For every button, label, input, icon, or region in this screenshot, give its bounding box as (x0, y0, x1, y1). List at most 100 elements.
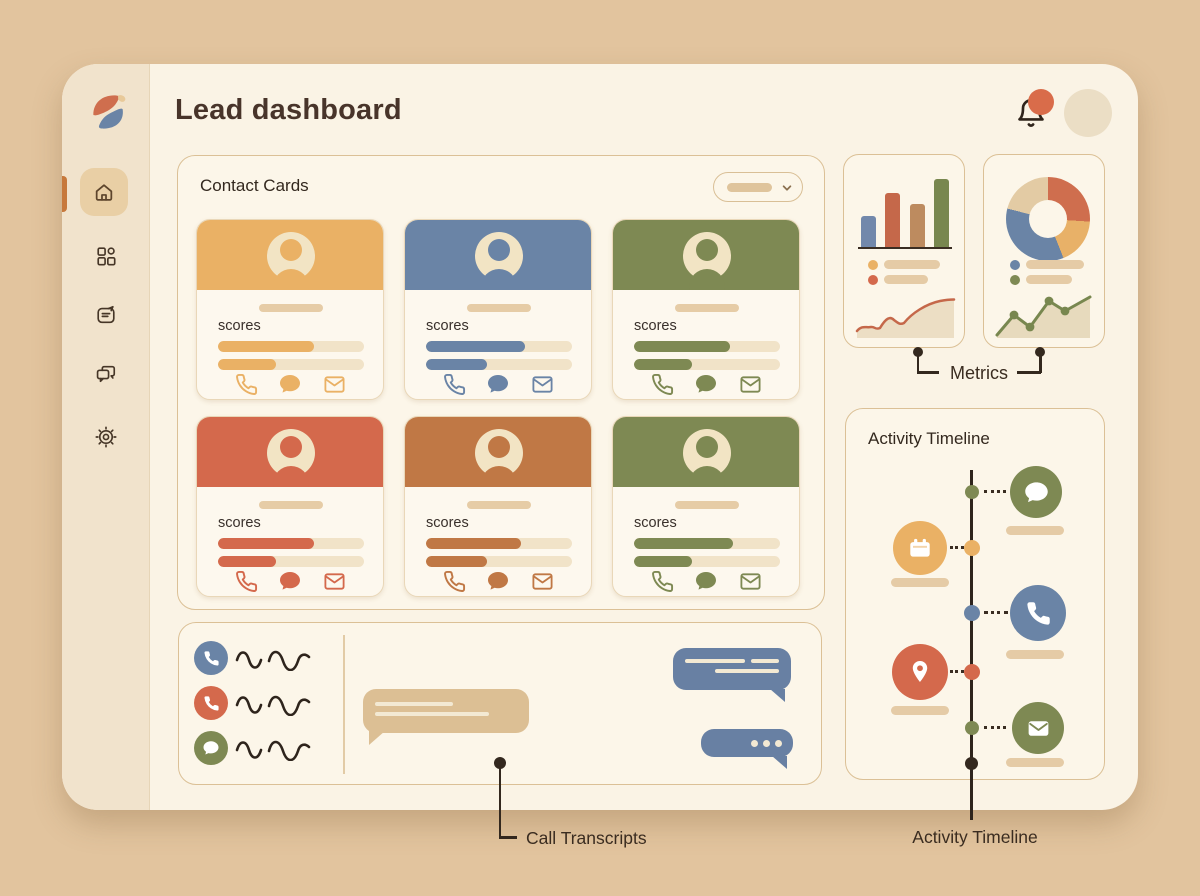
line-chart-dots (992, 291, 1098, 348)
phone-icon[interactable] (234, 569, 258, 593)
timeline-connector (984, 726, 1006, 729)
call-transcripts-panel (178, 622, 822, 785)
annotation-line (498, 763, 501, 838)
legend-dot (1010, 260, 1020, 270)
mail-icon[interactable] (1012, 702, 1064, 754)
sidebar-item-home[interactable] (80, 168, 128, 216)
contact-card[interactable]: scores (196, 219, 384, 400)
contact-card[interactable]: scores (196, 416, 384, 597)
timeline-line (970, 470, 973, 820)
scores-label: scores (426, 318, 469, 334)
score-bar (634, 538, 780, 549)
phone-icon[interactable] (234, 372, 258, 396)
scores-label: scores (634, 515, 677, 531)
chat-icon[interactable] (694, 569, 718, 593)
scores-label: scores (218, 515, 261, 531)
user-avatar[interactable] (1064, 89, 1112, 137)
mail-icon[interactable] (530, 569, 554, 593)
waveform-squiggle (235, 692, 323, 721)
donut-chart (1006, 177, 1090, 261)
chat-message-bubble (673, 648, 791, 702)
contact-card[interactable]: scores (612, 219, 800, 400)
chat-bubble-icon[interactable] (194, 731, 228, 765)
mail-icon[interactable] (530, 372, 554, 396)
timeline-node (965, 721, 979, 735)
legend-dot (1010, 275, 1020, 285)
phone-icon[interactable] (650, 372, 674, 396)
contact-card[interactable]: scores (404, 219, 592, 400)
metrics-card-donut[interactable] (983, 154, 1105, 348)
filter-dropdown[interactable] (713, 172, 803, 202)
phone-icon[interactable] (1010, 585, 1066, 641)
phone-icon[interactable] (194, 641, 228, 675)
score-bar (634, 359, 780, 370)
card-header (405, 220, 591, 290)
event-placeholder (1006, 526, 1064, 535)
mail-icon[interactable] (738, 372, 762, 396)
event-placeholder (1006, 758, 1064, 767)
event-placeholder (1006, 650, 1064, 659)
sidebar-item-messages[interactable] (94, 362, 118, 386)
sidebar-item-notes[interactable] (94, 303, 118, 327)
annotation-line (916, 371, 939, 374)
scores-label: scores (426, 515, 469, 531)
timeline-connector (984, 611, 1008, 614)
timeline-node (965, 485, 979, 499)
score-bar (426, 556, 572, 567)
page-title: Lead dashboard (175, 94, 402, 126)
sidebar-item-dashboard[interactable] (94, 244, 118, 268)
contact-card[interactable]: scores (404, 416, 592, 597)
score-bar (634, 556, 780, 567)
call-transcripts-caption: Call Transcripts (526, 828, 647, 848)
card-header (405, 417, 591, 487)
chat-icon[interactable] (694, 372, 718, 396)
score-bar (426, 341, 572, 352)
chat-icon[interactable] (486, 569, 510, 593)
contact-cards-panel: Contact Cards scores (177, 155, 825, 610)
chat-bubble-icon[interactable] (1010, 466, 1062, 518)
metrics-card-bar[interactable] (843, 154, 965, 348)
name-placeholder (467, 304, 531, 312)
location-pin-icon[interactable] (892, 644, 948, 700)
timeline-node (964, 540, 980, 556)
sidebar-item-settings[interactable] (94, 425, 118, 449)
chat-icon[interactable] (278, 569, 302, 593)
name-placeholder (675, 501, 739, 509)
name-placeholder (259, 501, 323, 509)
chat-icon[interactable] (486, 372, 510, 396)
phone-icon[interactable] (650, 569, 674, 593)
timeline-node (964, 605, 980, 621)
phone-icon[interactable] (442, 372, 466, 396)
card-header (197, 220, 383, 290)
mail-icon[interactable] (738, 569, 762, 593)
mail-icon[interactable] (322, 569, 346, 593)
calendar-icon[interactable] (893, 521, 947, 575)
timeline-connector (950, 546, 964, 549)
dropdown-value-placeholder (727, 182, 772, 192)
card-header (613, 220, 799, 290)
legend-placeholder (1026, 260, 1084, 269)
divider (343, 635, 345, 774)
legend-placeholder (1026, 275, 1072, 284)
mail-icon[interactable] (322, 372, 346, 396)
legend-dot (868, 275, 878, 285)
score-bar (218, 359, 364, 370)
legend-placeholder (884, 260, 940, 269)
metrics-label: Metrics (950, 363, 1008, 383)
score-bar (218, 341, 364, 352)
typing-indicator-bubble (701, 729, 793, 769)
contact-card[interactable]: scores (612, 416, 800, 597)
waveform-squiggle (235, 647, 323, 676)
annotation-line (1039, 351, 1042, 373)
active-nav-indicator (62, 176, 67, 212)
phone-icon[interactable] (442, 569, 466, 593)
line-chart (852, 291, 958, 348)
bar-chart (858, 179, 952, 249)
annotation-line (498, 836, 517, 839)
timeline-connector (950, 670, 964, 673)
contact-cards-title: Contact Cards (200, 176, 309, 195)
phone-icon[interactable] (194, 686, 228, 720)
notification-badge (1028, 89, 1054, 115)
score-bar (634, 341, 780, 352)
chat-icon[interactable] (278, 372, 302, 396)
